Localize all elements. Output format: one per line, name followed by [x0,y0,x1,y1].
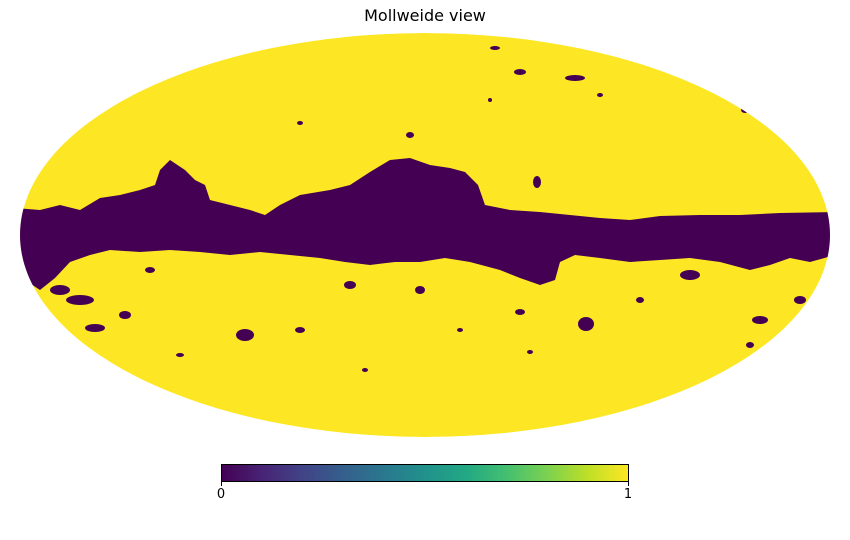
colorbar-label-max: 1 [623,487,633,502]
mask-speckle [295,327,305,333]
mask-speckle [746,342,754,348]
mask-speckle [344,281,356,289]
colorbar-tick-max [628,482,629,486]
mask-speckle [680,270,700,280]
mask-speckle [752,316,768,324]
mask-speckle [636,297,644,303]
mask-speckle [597,93,603,97]
mask-speckle [533,176,541,188]
mask-speckle [176,353,184,357]
colorbar [221,464,629,482]
mask-speckle [794,296,806,304]
mask-speckle [85,324,105,332]
mask-speckle [415,286,425,294]
mask-speckle [514,69,526,75]
mask-speckle [236,329,254,341]
colorbar-label-min: 0 [216,487,226,502]
mask-speckle [565,75,585,81]
mask-speckle [406,132,414,138]
mask-speckle [297,121,303,125]
mask-speckle [741,107,749,113]
mask-speckle [66,295,94,305]
mask-speckle [527,350,533,354]
mask-speckle [362,368,368,372]
mask-speckle [427,183,433,187]
mask-speckle [490,46,500,50]
mask-speckle [50,285,70,295]
mask-speckle [488,98,492,102]
mask-speckle [457,328,463,332]
mask-speckle [145,267,155,273]
mask-speckle [578,317,594,331]
mollweide-map [20,33,830,437]
mask-speckle [515,309,525,315]
mask-speckle [119,311,131,319]
map-title: Mollweide view [364,6,486,25]
galactic-plane-mask [20,158,830,290]
colorbar-tick-min [221,482,222,486]
